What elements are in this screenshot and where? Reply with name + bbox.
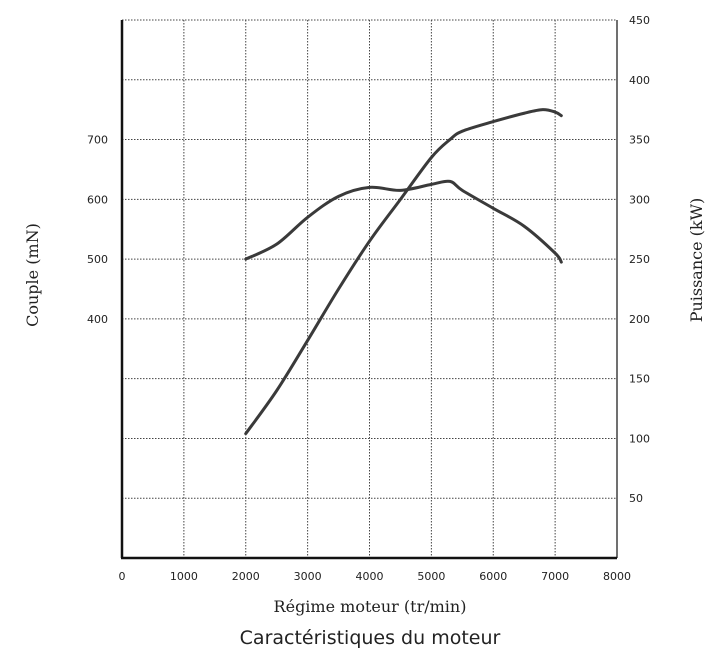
torque-curve xyxy=(244,179,563,264)
right-y-tick-label: 300 xyxy=(629,193,650,206)
left-y-tick-label: 600 xyxy=(87,193,108,206)
right-y-tick-label: 150 xyxy=(629,373,650,386)
left-y-tick-label: 500 xyxy=(87,253,108,266)
x-axis-title: Régime moteur (tr/min) xyxy=(274,597,467,616)
x-tick-label: 7000 xyxy=(541,570,569,583)
left-y-tick-label: 400 xyxy=(87,313,108,326)
right-y-tick-label: 450 xyxy=(629,14,650,27)
right-y-tick-labels: 50 100 150 200 250 300 350 400 450 xyxy=(629,14,650,505)
x-tick-label: 6000 xyxy=(479,570,507,583)
chart-caption: Caractéristiques du moteur xyxy=(240,627,501,649)
axes xyxy=(120,20,618,560)
right-y-tick-label: 50 xyxy=(629,492,643,505)
grid xyxy=(122,19,617,558)
left-y-tick-labels: 400 500 600 700 xyxy=(87,134,108,326)
right-y-tick-label: 400 xyxy=(629,74,650,87)
left-y-axis-title: Couple (mN) xyxy=(23,223,42,327)
power-curve xyxy=(244,108,563,436)
x-tick-label: 1000 xyxy=(170,570,198,583)
left-y-tick-label: 700 xyxy=(87,134,108,147)
x-tick-label: 4000 xyxy=(356,570,384,583)
curves xyxy=(244,108,563,436)
right-y-tick-label: 250 xyxy=(629,253,650,266)
x-tick-label: 0 xyxy=(119,570,126,583)
right-y-tick-label: 200 xyxy=(629,313,650,326)
right-y-tick-label: 100 xyxy=(629,432,650,445)
x-tick-label: 2000 xyxy=(232,570,260,583)
x-tick-labels: 0 1000 2000 3000 4000 5000 6000 7000 8000 xyxy=(119,570,632,583)
right-y-axis-title: Puissance (kW) xyxy=(687,198,706,323)
x-tick-label: 8000 xyxy=(603,570,631,583)
right-y-tick-label: 350 xyxy=(629,134,650,147)
x-tick-label: 5000 xyxy=(417,570,445,583)
x-tick-label: 3000 xyxy=(294,570,322,583)
